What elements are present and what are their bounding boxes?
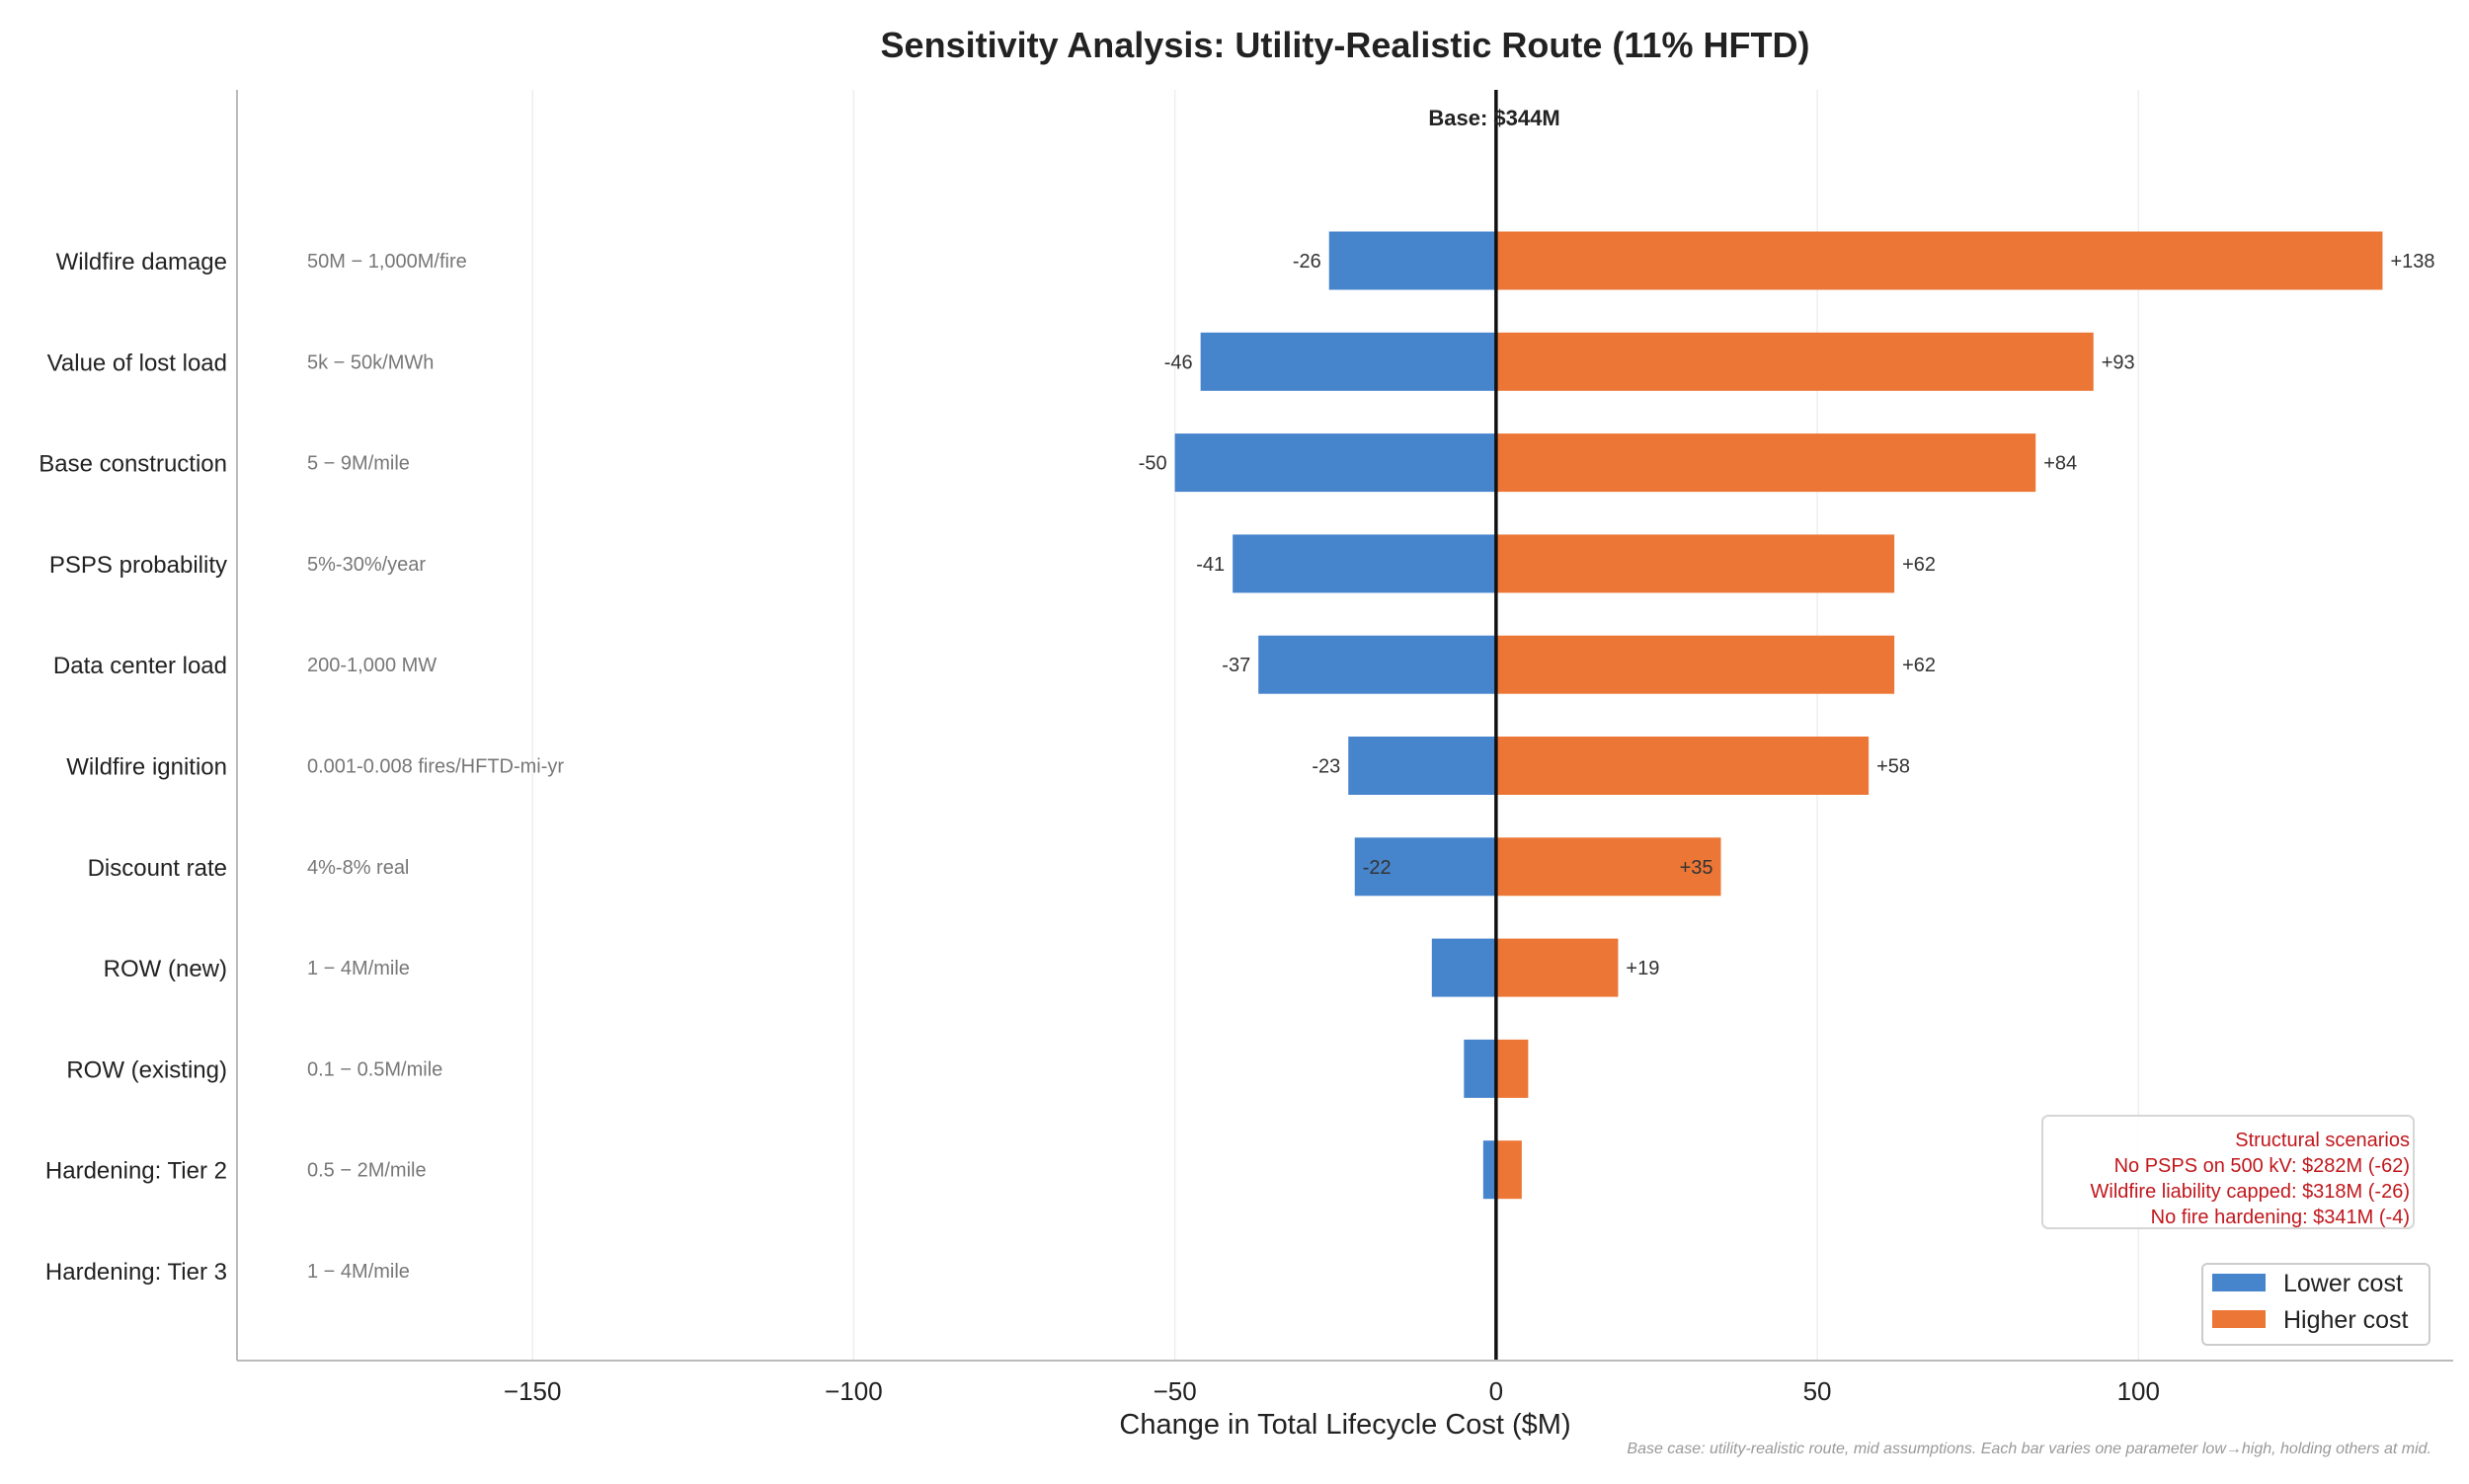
range-label: 200-1,000 MW	[307, 655, 437, 676]
x-axis-label: Change in Total Lifecycle Cost ($M)	[1119, 1409, 1570, 1441]
data-label: -26	[1293, 251, 1321, 273]
category-label: Hardening: Tier 3	[45, 1259, 227, 1286]
bar-lower-cost	[1464, 1039, 1496, 1098]
x-tick-label: 100	[2117, 1376, 2160, 1406]
bar-higher-cost	[1495, 837, 1721, 897]
bar-higher-cost	[1495, 433, 2036, 493]
category-label: PSPS probability	[49, 552, 227, 579]
range-label: 5 − 9M/mile	[307, 453, 410, 475]
data-label: +62	[1902, 554, 1936, 576]
range-label: 0.001-0.008 fires/HFTD-mi-yr	[307, 756, 564, 778]
range-label: 0.1 − 0.5M/mile	[307, 1058, 442, 1080]
range-label: 4%-8% real	[307, 857, 409, 879]
footnote: Base case: utility-realistic route, mid …	[1627, 1441, 2431, 1457]
annotation-line: No PSPS on 500 kV: $282M (-62)	[2114, 1155, 2410, 1177]
base-label: Base: $344M	[1428, 106, 1559, 130]
bar-lower-cost	[1258, 635, 1496, 694]
bar-lower-cost	[1174, 433, 1496, 493]
range-label: 5%-30%/year	[307, 554, 426, 576]
bar-lower-cost	[1233, 534, 1496, 593]
category-label: ROW (new)	[104, 956, 227, 982]
range-label: 1 − 4M/mile	[307, 958, 410, 979]
bar-higher-cost	[1495, 231, 2383, 290]
category-label: ROW (existing)	[66, 1056, 227, 1083]
legend: Lower cost Higher cost	[2201, 1263, 2430, 1346]
legend-label-higher: Higher cost	[2283, 1306, 2408, 1334]
chart-title: Sensitivity Analysis: Utility-Realistic …	[881, 25, 1810, 65]
category-label: Discount rate	[88, 855, 227, 882]
category-label: Data center load	[53, 653, 227, 679]
data-label: -23	[1312, 756, 1340, 778]
annotation-line: Wildfire liability capped: $318M (-26)	[2091, 1181, 2410, 1203]
category-label: Hardening: Tier 2	[45, 1158, 227, 1185]
legend-swatch-higher	[2212, 1310, 2266, 1328]
x-tick-label: 50	[1803, 1376, 1832, 1406]
category-label: Value of lost load	[47, 350, 227, 376]
bar-lower-cost	[1348, 737, 1496, 795]
x-tick-label: −100	[825, 1376, 883, 1406]
range-label: 0.5 − 2M/mile	[307, 1160, 427, 1182]
bar-higher-cost	[1495, 635, 1895, 694]
bar-higher-cost	[1495, 1140, 1522, 1200]
range-label: 50M − 1,000M/fire	[307, 251, 467, 273]
annotation-line: Structural scenarios	[2235, 1130, 2410, 1151]
data-label: +58	[1876, 756, 1910, 778]
category-label: Wildfire ignition	[66, 754, 227, 781]
data-label: -22	[1363, 857, 1392, 879]
bar-lower-cost	[1200, 332, 1496, 391]
bar-higher-cost	[1495, 332, 2094, 391]
annotation-line: No fire hardening: $341M (-4)	[2151, 1207, 2410, 1228]
data-label: -46	[1164, 351, 1193, 373]
category-label: Wildfire damage	[56, 249, 227, 275]
category-label: Base construction	[39, 451, 227, 478]
data-label: +35	[1680, 857, 1713, 879]
bar-lower-cost	[1328, 231, 1496, 290]
data-label: +62	[1902, 655, 1936, 676]
bar-higher-cost	[1495, 938, 1619, 997]
x-tick-label: −50	[1154, 1376, 1197, 1406]
structural-scenarios-box: Structural scenarios No PSPS on 500 kV: …	[2041, 1115, 2415, 1229]
bar-higher-cost	[1495, 1039, 1529, 1098]
data-label: +138	[2390, 251, 2434, 273]
legend-swatch-lower	[2212, 1274, 2266, 1291]
bar-lower-cost	[1431, 938, 1496, 997]
range-label: 5k − 50k/MWh	[307, 351, 434, 373]
x-tick-label: −150	[504, 1376, 562, 1406]
legend-label-lower: Lower cost	[2283, 1270, 2403, 1297]
data-label: +93	[2102, 351, 2135, 373]
data-label: -37	[1222, 655, 1250, 676]
data-label: -50	[1139, 453, 1167, 475]
bar-higher-cost	[1495, 737, 1870, 795]
bar-lower-cost	[1354, 837, 1496, 897]
bar-lower-cost	[1482, 1140, 1496, 1200]
range-label: 1 − 4M/mile	[307, 1261, 410, 1283]
data-label: +19	[1626, 958, 1659, 979]
data-label: +84	[2043, 453, 2077, 475]
bar-higher-cost	[1495, 534, 1895, 593]
x-tick-label: 0	[1489, 1376, 1503, 1406]
data-label: -41	[1196, 554, 1225, 576]
